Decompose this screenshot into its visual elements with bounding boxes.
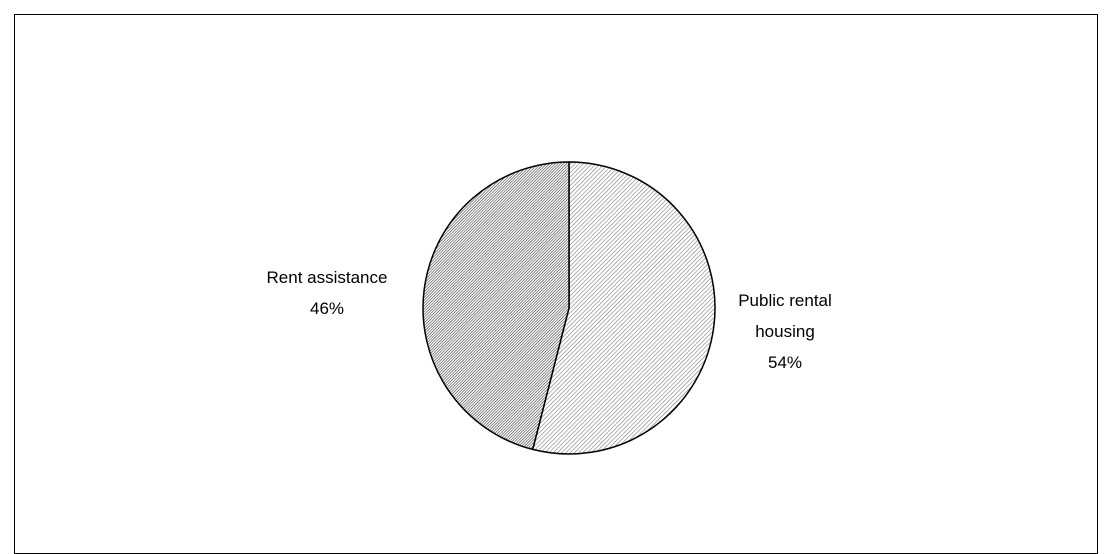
pie-slice [531,161,716,455]
slice-label: Rent assistance [266,268,388,287]
slice-value-label: 54% [767,353,803,372]
pie-slice [422,161,570,451]
slice-label: Public rental housing [738,291,832,341]
page: {"chart_data": {"type": "pie", "categori… [14,14,1098,554]
chart [422,161,716,455]
slice-value-label: 46% [309,299,345,318]
